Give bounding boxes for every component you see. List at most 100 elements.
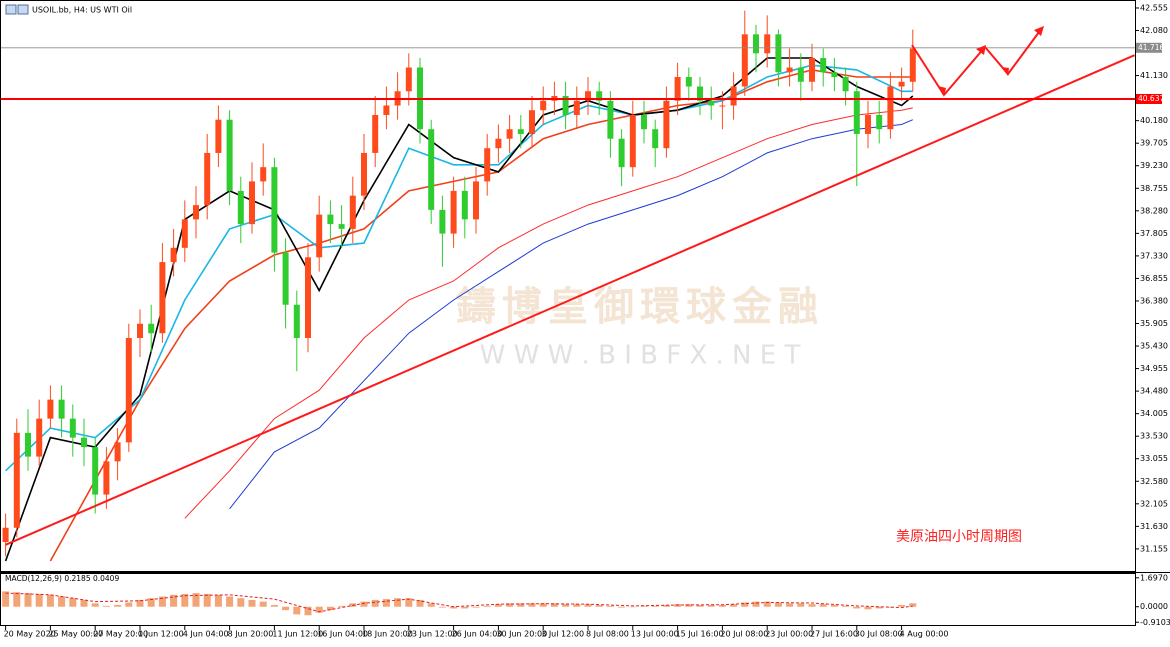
macd-bar [875, 606, 883, 609]
y-tick-label: 37.805 [1140, 229, 1168, 238]
candle-body [103, 461, 110, 495]
candle-body [708, 100, 715, 106]
macd-bar [91, 603, 99, 607]
macd-bar [69, 598, 77, 607]
candle-body [305, 257, 311, 338]
macd-bar [808, 604, 816, 607]
candle-body [92, 447, 99, 495]
x-tick-label: 18 Jun 20:00 [362, 630, 413, 639]
macd-bar [58, 596, 66, 607]
macd-bar [147, 598, 155, 607]
price-label-box [1136, 42, 1162, 53]
macd-bar [226, 596, 234, 607]
trendline [5, 54, 1135, 546]
macd-bar [371, 599, 379, 607]
y-tick-label: 1.6970 [1140, 573, 1168, 582]
macd-bar [259, 601, 267, 607]
candle-body [764, 34, 771, 54]
macd-frame [0, 573, 1136, 626]
y-tick-label: 41.130 [1140, 71, 1168, 80]
candle-body [383, 105, 390, 115]
candle-body [316, 214, 323, 258]
y-tick-label: 32.105 [1140, 499, 1168, 508]
arrow-head [938, 86, 946, 97]
candle-body [876, 114, 883, 130]
macd-bar [707, 605, 715, 607]
macd-bar [539, 603, 547, 607]
macd-bar [304, 606, 312, 616]
y-tick-label: 34.955 [1140, 364, 1168, 373]
candle-body [338, 224, 345, 229]
plot-layer [1, 10, 1135, 616]
macd-bar [427, 603, 435, 607]
candle-body [517, 129, 524, 134]
y-tick-label: 38.755 [1140, 184, 1168, 193]
macd-bar [360, 601, 368, 607]
candle-body [293, 304, 300, 338]
projection-arrow [943, 27, 1043, 96]
macd-bar [461, 606, 469, 609]
macd-bar [550, 603, 558, 607]
candle-body [820, 58, 827, 73]
candle-body [226, 119, 233, 191]
x-tick-label: 3 Jul 12:00 [541, 630, 584, 639]
candle-body [719, 105, 726, 107]
macd-bar [640, 605, 648, 607]
y-tick-label: 33.055 [1140, 454, 1168, 463]
macd-bar [181, 593, 189, 607]
candle-body [797, 67, 804, 82]
y-tick-label: 0.0000 [1140, 602, 1168, 611]
macd-bar [506, 603, 514, 607]
candle-body [249, 181, 255, 225]
x-tick-label: 20 Jul 08:00 [720, 630, 768, 639]
macd-bar [730, 604, 738, 607]
candle-body [159, 262, 166, 334]
macd-bar [842, 605, 850, 607]
candle-body [607, 100, 614, 139]
macd-bar [394, 598, 402, 607]
watermark: 鑄博皇御環球金融 [455, 283, 824, 330]
candle-body [260, 167, 267, 182]
macd-bar [786, 603, 794, 607]
y-tick-label: 40.180 [1140, 116, 1168, 125]
x-tick-label: 23 Jul 00:00 [765, 630, 813, 639]
macd-bar [886, 606, 894, 608]
y-tick-label: 34.005 [1140, 409, 1168, 418]
macd-bar [270, 605, 278, 607]
candle-body [585, 91, 591, 101]
candle-body [193, 205, 199, 220]
macd-bar [125, 602, 133, 607]
macd-bar [248, 599, 256, 607]
candle-body [506, 129, 513, 139]
x-tick-label: 1 Jun 12:00 [138, 630, 184, 639]
macd-bar [114, 605, 122, 607]
macd-bar [864, 606, 872, 610]
macd-bar [517, 603, 525, 607]
macd-bar [696, 605, 704, 607]
macd-bar [629, 606, 637, 608]
line [184, 107, 913, 519]
arrow-head [1001, 67, 1009, 76]
macd-bar [853, 606, 861, 609]
macd-bar [606, 605, 614, 607]
macd-bar [741, 602, 749, 607]
candle-body [529, 110, 535, 134]
toolbar-icon[interactable] [5, 4, 17, 15]
macd-bar [685, 604, 693, 607]
macd-bar [662, 605, 670, 607]
y-tick-label: 33.530 [1140, 432, 1168, 441]
toolbar-icon[interactable] [17, 4, 29, 15]
macd-bar [338, 605, 346, 607]
annotation: 美原油四小时周期图 [896, 529, 1022, 545]
y-tick-label: 37.330 [1140, 251, 1168, 260]
line [5, 592, 913, 613]
x-tick-label: 16 Jun 04:00 [317, 630, 368, 639]
candle-body [495, 138, 502, 149]
candle-body [865, 114, 871, 134]
macd-bar [472, 606, 480, 608]
x-tick-label: 27 May 20:00 [93, 630, 148, 639]
macd-bar [595, 605, 603, 607]
macd-bar [170, 594, 178, 607]
macd-bar [214, 594, 222, 607]
